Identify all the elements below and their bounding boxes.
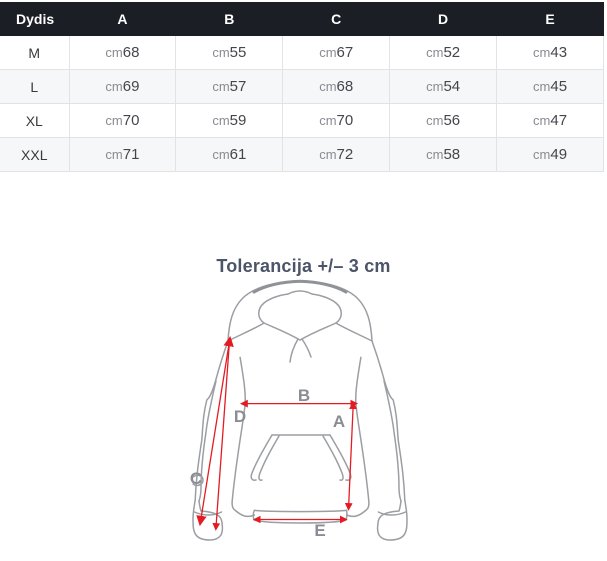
svg-text:D: D — [234, 407, 246, 426]
svg-text:E: E — [314, 521, 325, 540]
svg-text:C: C — [190, 469, 202, 488]
svg-text:A: A — [333, 412, 345, 431]
svg-text:B: B — [298, 386, 310, 405]
